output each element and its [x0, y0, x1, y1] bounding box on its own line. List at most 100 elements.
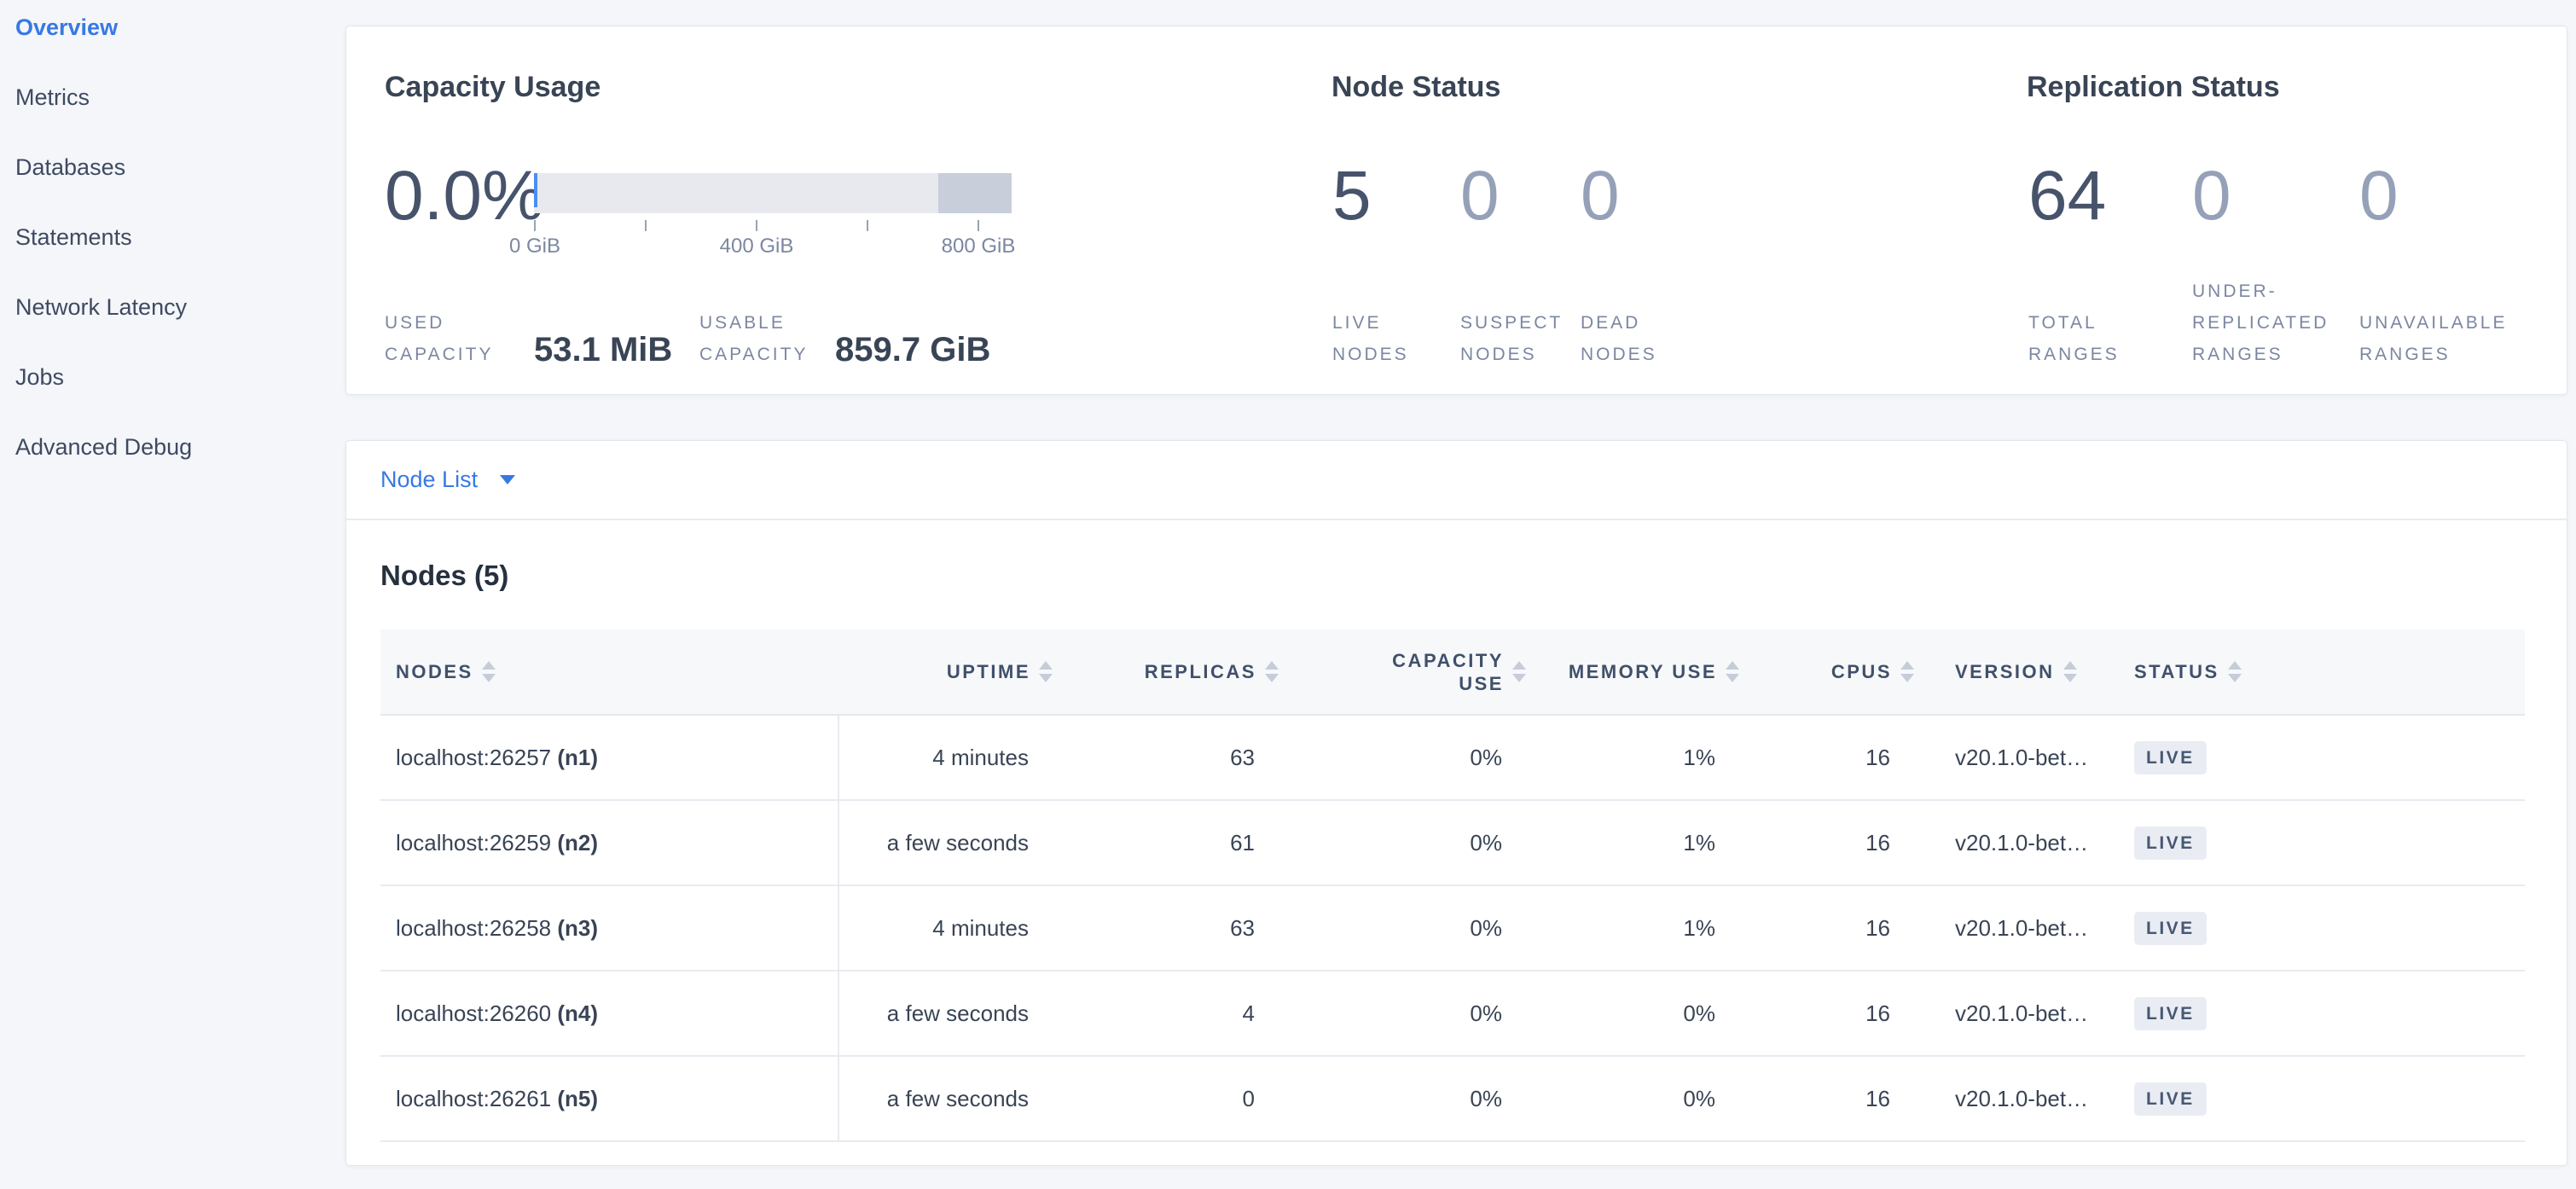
node-table-section: Nodes (5) NODES UPTIME REPLICAS CAPACITY…: [346, 520, 2567, 1142]
node-list-dropdown[interactable]: Node List: [380, 467, 516, 493]
node-address: localhost:26259: [396, 829, 552, 856]
dead-nodes-label: DEAD NODES: [1581, 313, 1657, 364]
capacity-use-cell: 0%: [1292, 715, 1540, 801]
replication-status-title: Replication Status: [2027, 71, 2280, 104]
column-header-replicas[interactable]: REPLICAS: [1066, 629, 1292, 716]
live-nodes-label: LIVE NODES: [1332, 313, 1409, 364]
version-cell: v20.1.0-bet…: [1928, 715, 2107, 801]
cpus-cell: 16: [1753, 885, 1928, 972]
axis-tick: [534, 220, 536, 231]
total-ranges-label: TOTAL RANGES: [2028, 313, 2120, 364]
node-address: localhost:26257: [396, 744, 552, 770]
column-label: CPUS: [1830, 660, 1892, 682]
total-ranges-count: 64: [2028, 157, 2107, 235]
status-badge: LIVE: [2134, 826, 2207, 860]
uptime-cell: 4 minutes: [838, 715, 1066, 801]
sidebar-item-databases[interactable]: Databases: [15, 154, 126, 180]
column-label: NODES: [396, 660, 473, 682]
node-address-cell: localhost:26261 (n5): [380, 1056, 839, 1142]
table-row[interactable]: localhost:26259 (n2) a few seconds 61 0%…: [380, 800, 2525, 886]
table-row[interactable]: localhost:26257 (n1) 4 minutes 63 0% 1% …: [380, 715, 2525, 801]
cpus-cell: 16: [1753, 971, 1928, 1057]
uptime-cell: a few seconds: [838, 800, 1066, 886]
column-header-uptime[interactable]: UPTIME: [838, 629, 1066, 716]
memory-use-cell: 1%: [1540, 800, 1753, 886]
under-replicated-ranges-label: UNDER-REPLICATED RANGES: [2192, 281, 2329, 364]
column-label: CAPACITY USE: [1392, 649, 1504, 694]
replicas-cell: 61: [1066, 800, 1292, 886]
replicas-cell: 63: [1066, 885, 1292, 972]
sort-icon: [1512, 661, 1526, 682]
memory-use-cell: 1%: [1540, 885, 1753, 972]
table-row[interactable]: localhost:26261 (n5) a few seconds 0 0% …: [380, 1056, 2525, 1142]
capacity-used-percent: 0.0%: [385, 157, 544, 235]
memory-use-cell: 0%: [1540, 971, 1753, 1057]
status-cell: LIVE: [2107, 1056, 2525, 1142]
table-row[interactable]: localhost:26260 (n4) a few seconds 4 0% …: [380, 971, 2525, 1057]
uptime-cell: 4 minutes: [838, 885, 1066, 972]
cpus-cell: 16: [1753, 800, 1928, 886]
node-id: (n5): [557, 1085, 599, 1111]
node-address: localhost:26260: [396, 1000, 552, 1026]
node-address-cell: localhost:26260 (n4): [380, 971, 839, 1057]
used-capacity-value: 53.1 MiB: [534, 331, 673, 368]
suspect-nodes-label: SUSPECT NODES: [1460, 313, 1563, 364]
sort-icon: [2227, 661, 2242, 682]
view-selector-bar: Node List: [346, 441, 2567, 520]
column-label: MEMORY USE: [1568, 660, 1717, 682]
node-list-dropdown-label: Node List: [380, 467, 479, 492]
sort-icon: [1039, 661, 1053, 682]
replicas-cell: 4: [1066, 971, 1292, 1057]
capacity-bar-chart: 0 GiB 400 GiB 800 GiB: [509, 173, 1015, 267]
sort-icon: [481, 661, 496, 682]
column-header-version[interactable]: VERSION: [1928, 629, 2107, 716]
column-header-nodes[interactable]: NODES: [380, 629, 838, 716]
uptime-cell: a few seconds: [838, 971, 1066, 1057]
column-label: UPTIME: [946, 660, 1030, 682]
live-nodes-count: 5: [1332, 157, 1372, 235]
sidebar-item-jobs[interactable]: Jobs: [15, 364, 65, 390]
capacity-bar-used-segment: [534, 173, 537, 207]
capacity-use-cell: 0%: [1292, 885, 1540, 972]
column-header-status[interactable]: STATUS: [2107, 629, 2525, 716]
column-label: VERSION: [1955, 660, 2055, 682]
usable-capacity-label: USABLE CAPACITY: [699, 313, 809, 364]
cpus-cell: 16: [1753, 1056, 1928, 1142]
node-id: (n1): [557, 744, 599, 770]
dead-nodes-count: 0: [1581, 157, 1620, 235]
status-badge: LIVE: [2134, 1082, 2207, 1116]
sidebar-item-metrics[interactable]: Metrics: [15, 84, 90, 110]
status-cell: LIVE: [2107, 715, 2525, 801]
nodes-table-title: Nodes (5): [380, 560, 509, 591]
node-address: localhost:26258: [396, 914, 552, 941]
column-header-cpus[interactable]: CPUS: [1753, 629, 1928, 716]
capacity-usage-title: Capacity Usage: [385, 71, 601, 104]
replicas-cell: 63: [1066, 715, 1292, 801]
sidebar-item-statements[interactable]: Statements: [15, 224, 132, 250]
cluster-summary-card: Capacity Usage 0.0% 0 GiB 400 GiB 800 Gi…: [345, 26, 2567, 395]
unavailable-ranges-label: UNAVAILABLE RANGES: [2359, 313, 2508, 364]
used-capacity-label: USED CAPACITY: [385, 313, 494, 364]
version-cell: v20.1.0-bet…: [1928, 1056, 2107, 1142]
sidebar-item-overview[interactable]: Overview: [15, 14, 119, 40]
node-address-cell: localhost:26258 (n3): [380, 885, 839, 972]
column-header-capacity-use[interactable]: CAPACITY USE: [1292, 629, 1540, 716]
node-address-cell: localhost:26259 (n2): [380, 800, 839, 886]
axis-tick: [645, 220, 647, 231]
chevron-down-icon: [500, 475, 516, 484]
node-address-cell: localhost:26257 (n1): [380, 715, 839, 801]
status-cell: LIVE: [2107, 971, 2525, 1057]
suspect-nodes-count: 0: [1460, 157, 1500, 235]
nodes-table: NODES UPTIME REPLICAS CAPACITY USE MEMOR…: [380, 629, 2525, 1142]
uptime-cell: a few seconds: [838, 1056, 1066, 1142]
sidebar-item-network-latency[interactable]: Network Latency: [15, 294, 188, 320]
table-row[interactable]: localhost:26258 (n3) 4 minutes 63 0% 1% …: [380, 885, 2525, 972]
sort-icon: [1726, 661, 1739, 682]
sidebar-item-advanced-debug[interactable]: Advanced Debug: [15, 434, 193, 460]
table-header-row: NODES UPTIME REPLICAS CAPACITY USE MEMOR…: [380, 629, 2525, 716]
version-cell: v20.1.0-bet…: [1928, 885, 2107, 972]
node-id: (n2): [557, 829, 599, 856]
column-header-memory-use[interactable]: MEMORY USE: [1540, 629, 1753, 716]
axis-tick-label: 0 GiB: [508, 235, 561, 258]
node-status-title: Node Status: [1332, 71, 1501, 104]
